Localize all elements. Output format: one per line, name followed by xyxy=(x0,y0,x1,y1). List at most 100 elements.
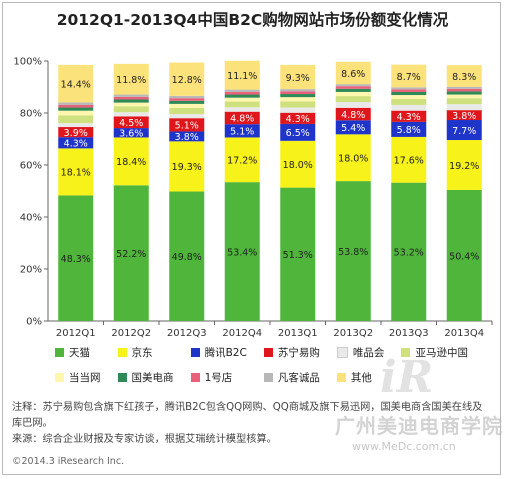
legend-item: 腾讯B2C xyxy=(190,345,258,360)
bar-segment xyxy=(169,141,205,192)
bar-segment xyxy=(446,94,482,99)
y-tick-label: 100% xyxy=(13,57,42,68)
bar-segment xyxy=(58,102,94,105)
data-label: 3.6% xyxy=(119,129,143,140)
data-label: 5.1% xyxy=(175,121,199,132)
bar-segment xyxy=(335,91,371,97)
bar-segment xyxy=(224,111,260,125)
bar-segment xyxy=(224,97,260,102)
legend-swatch xyxy=(336,373,346,382)
data-label: 53.8% xyxy=(338,247,368,258)
bar-segment xyxy=(280,101,316,108)
bar-segment xyxy=(58,195,94,321)
legend-swatch xyxy=(401,348,411,357)
bar-segment xyxy=(280,112,316,124)
bar-segment xyxy=(169,191,205,321)
data-label: 4.5% xyxy=(119,118,143,129)
bar-segment xyxy=(58,107,94,111)
bar-segment xyxy=(169,103,205,108)
data-label: 4.3% xyxy=(397,112,421,123)
data-label: 19.2% xyxy=(449,161,479,172)
data-label: 8.6% xyxy=(341,69,365,80)
bar-segment xyxy=(169,107,205,115)
bar-segment xyxy=(280,187,316,321)
bar-segment xyxy=(113,96,149,100)
data-label: 14.4% xyxy=(61,79,91,90)
bar-segment xyxy=(169,114,205,119)
bar-segment xyxy=(446,88,482,92)
data-label: 3.8% xyxy=(175,132,199,143)
bar-segment xyxy=(446,110,482,121)
data-label: 18.1% xyxy=(61,168,91,179)
watermark-logo: iR xyxy=(380,352,434,403)
bar-segment xyxy=(446,189,482,321)
bar-segment xyxy=(113,128,149,138)
data-label: 18.0% xyxy=(338,154,368,165)
bar-segment xyxy=(224,60,260,90)
bar-segment xyxy=(391,91,427,96)
legend-label: 其他 xyxy=(350,372,372,384)
legend-item: 天猫 xyxy=(55,345,112,360)
data-label: 50.4% xyxy=(449,251,479,262)
data-label: 8.7% xyxy=(397,72,421,83)
legend-label: 天猫 xyxy=(69,347,90,359)
bar-segment xyxy=(169,98,205,101)
legend-label: 京东 xyxy=(131,347,153,359)
data-label: 17.2% xyxy=(227,156,257,167)
bar-segment xyxy=(58,123,94,128)
legend-swatch xyxy=(190,348,200,357)
data-label: 4.3% xyxy=(286,114,310,125)
bar-segment xyxy=(335,61,371,85)
bar-segment xyxy=(280,89,316,92)
legend-swatch xyxy=(263,373,273,382)
data-label: 3.9% xyxy=(64,128,88,139)
bar-segment xyxy=(391,87,427,90)
bar-segment xyxy=(335,134,371,182)
bar-segment xyxy=(169,118,205,132)
legend-label: 当当网 xyxy=(69,372,101,384)
x-tick-label: 2012Q3 xyxy=(167,328,207,339)
data-label: 5.4% xyxy=(341,123,365,134)
legend-item: 苏宁易购 xyxy=(263,345,331,360)
data-label: 12.8% xyxy=(172,75,202,86)
bar-segment xyxy=(391,64,427,88)
bar-segment xyxy=(224,182,260,321)
data-label: 5.8% xyxy=(397,125,421,136)
bar-segment xyxy=(58,148,94,196)
legend-item: 1号店 xyxy=(190,370,258,385)
bar-segment xyxy=(113,94,149,97)
bar-segment xyxy=(58,137,94,149)
bar-segment xyxy=(280,91,316,95)
bar-segment xyxy=(224,137,260,183)
legend-item: 唯品会 xyxy=(336,345,396,360)
bar-segment xyxy=(335,181,371,321)
bar-segment xyxy=(446,86,482,89)
bar-segment xyxy=(280,140,316,188)
legend-item: 国美电商 xyxy=(117,370,185,385)
data-label: 4.8% xyxy=(230,114,254,125)
bar-segment xyxy=(224,94,260,98)
legend-item: 当当网 xyxy=(55,370,112,385)
legend-swatch xyxy=(263,348,273,357)
bar-segment xyxy=(391,98,427,105)
legend-swatch xyxy=(117,373,127,382)
data-label: 19.3% xyxy=(172,162,202,173)
bar-segment xyxy=(169,131,205,142)
x-tick-label: 2012Q1 xyxy=(56,328,96,339)
bar-segment xyxy=(280,123,316,141)
y-tick-label: 40% xyxy=(20,213,42,224)
data-label: 17.6% xyxy=(394,156,424,167)
bar-segment xyxy=(335,86,371,89)
legend-item: 京东 xyxy=(117,345,185,360)
data-label: 48.3% xyxy=(61,254,91,265)
copyright: ©2014.3 iResearch Inc. xyxy=(12,456,125,467)
y-tick-label: 60% xyxy=(20,161,42,172)
bar-segment xyxy=(446,98,482,105)
bar-segment xyxy=(280,107,316,113)
data-label: 9.3% xyxy=(286,73,310,84)
bar-segment xyxy=(169,62,205,96)
legend-label: 唯品会 xyxy=(352,347,385,359)
bar-segment xyxy=(58,110,94,116)
data-label: 53.2% xyxy=(394,248,424,259)
bar-segment xyxy=(113,63,149,95)
